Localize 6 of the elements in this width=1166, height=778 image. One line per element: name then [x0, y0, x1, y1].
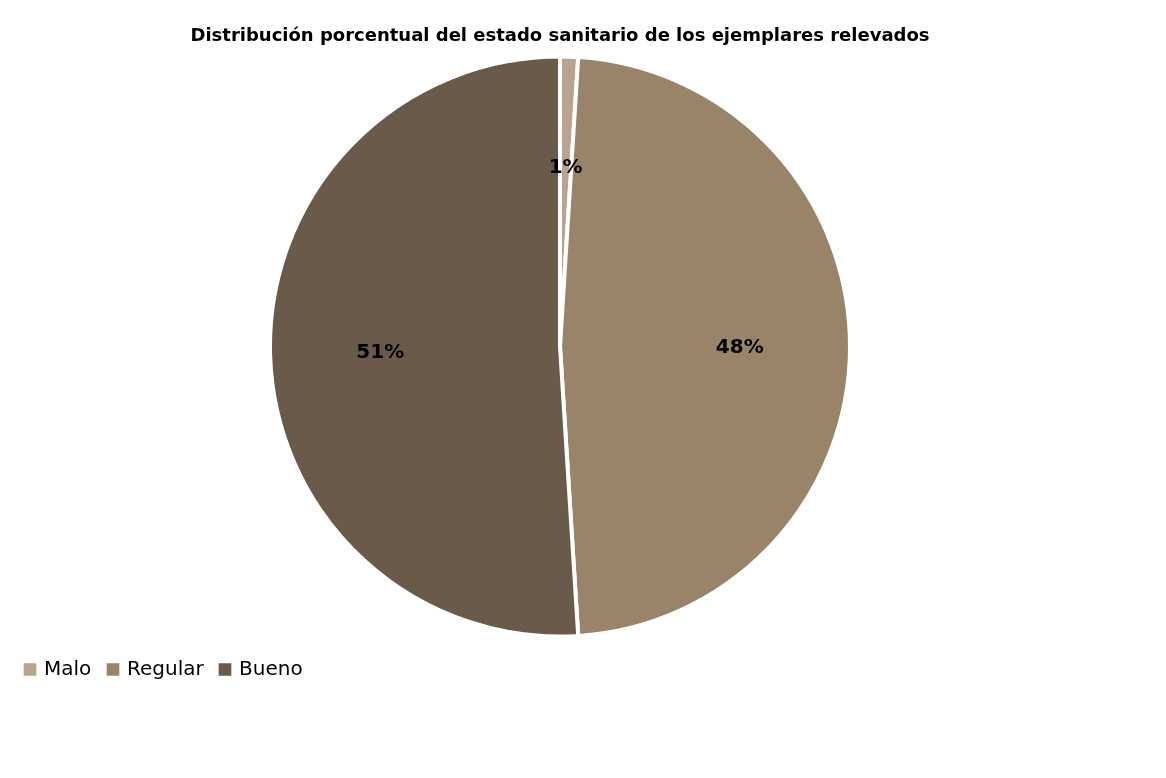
- data-label: 48%: [715, 333, 764, 358]
- data-label: 51%: [356, 339, 405, 364]
- chart-title: Distribución porcentual del estado sanitario de los ejemplares relevados: [190, 23, 930, 45]
- legend-label: Malo: [44, 656, 92, 681]
- legend-label: Regular: [127, 656, 205, 681]
- legend-label: Bueno: [239, 656, 303, 681]
